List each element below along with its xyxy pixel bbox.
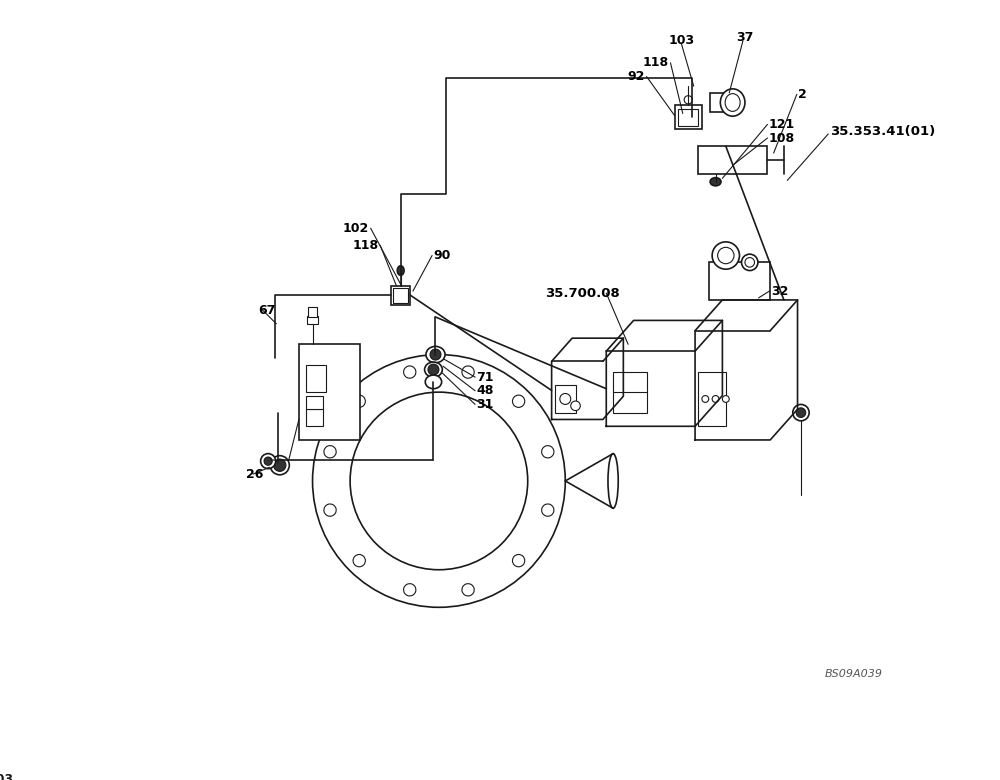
Ellipse shape: [428, 364, 439, 375]
Text: 118: 118: [353, 239, 379, 252]
Bar: [709, 262, 770, 300]
Ellipse shape: [702, 395, 709, 402]
Bar: [306, 365, 326, 392]
Ellipse shape: [512, 395, 525, 407]
Text: 35.353.41(01): 35.353.41(01): [830, 125, 935, 138]
Ellipse shape: [745, 257, 754, 267]
Bar: [613, 371, 647, 413]
Bar: [710, 93, 741, 112]
Bar: [306, 410, 323, 427]
Ellipse shape: [720, 89, 745, 116]
Ellipse shape: [264, 457, 272, 465]
Ellipse shape: [462, 366, 474, 378]
Ellipse shape: [793, 405, 809, 421]
Bar: [307, 316, 318, 324]
Ellipse shape: [571, 401, 580, 410]
Bar: [698, 371, 726, 427]
Text: 32: 32: [771, 285, 788, 297]
Ellipse shape: [684, 96, 692, 104]
Text: 37: 37: [736, 31, 754, 44]
Ellipse shape: [722, 395, 729, 402]
Text: 102: 102: [343, 222, 369, 235]
Text: 67: 67: [259, 303, 276, 317]
Ellipse shape: [353, 555, 365, 567]
Text: 121: 121: [769, 118, 795, 131]
Text: 71: 71: [476, 370, 494, 384]
Ellipse shape: [542, 445, 554, 458]
Bar: [308, 307, 317, 317]
Bar: [698, 146, 767, 174]
Bar: [299, 344, 360, 440]
Ellipse shape: [462, 583, 474, 596]
Ellipse shape: [270, 456, 289, 475]
Text: 108: 108: [769, 132, 795, 144]
Ellipse shape: [426, 346, 445, 363]
Ellipse shape: [324, 504, 336, 516]
Text: 26: 26: [246, 467, 264, 480]
Ellipse shape: [261, 454, 276, 469]
Ellipse shape: [712, 242, 739, 269]
Circle shape: [313, 355, 565, 608]
Text: 90: 90: [433, 249, 451, 262]
Ellipse shape: [353, 395, 365, 407]
Ellipse shape: [430, 349, 441, 360]
Text: 118: 118: [643, 56, 669, 69]
Ellipse shape: [742, 254, 758, 271]
Bar: [306, 395, 323, 410]
Text: 31: 31: [476, 398, 494, 411]
Text: 48: 48: [476, 385, 494, 397]
Text: 103: 103: [0, 772, 14, 780]
Ellipse shape: [512, 555, 525, 567]
Ellipse shape: [608, 454, 618, 509]
Text: 103: 103: [668, 34, 694, 47]
Ellipse shape: [712, 395, 719, 402]
Ellipse shape: [404, 583, 416, 596]
Ellipse shape: [718, 247, 734, 264]
Ellipse shape: [560, 393, 571, 405]
Ellipse shape: [324, 445, 336, 458]
Ellipse shape: [542, 504, 554, 516]
Text: BS09A039: BS09A039: [825, 668, 883, 679]
Text: 35.700.08: 35.700.08: [545, 286, 620, 300]
Ellipse shape: [796, 408, 806, 417]
Ellipse shape: [404, 366, 416, 378]
Ellipse shape: [274, 459, 286, 471]
Ellipse shape: [710, 178, 721, 186]
Bar: [391, 285, 410, 305]
Ellipse shape: [725, 94, 740, 112]
Ellipse shape: [397, 266, 404, 275]
Bar: [393, 288, 408, 303]
Ellipse shape: [425, 362, 442, 377]
Ellipse shape: [425, 375, 442, 388]
Bar: [555, 385, 576, 413]
Circle shape: [350, 392, 528, 569]
Bar: [678, 108, 698, 126]
Bar: [675, 105, 702, 129]
Text: 92: 92: [628, 70, 645, 83]
Text: 2: 2: [798, 88, 807, 101]
